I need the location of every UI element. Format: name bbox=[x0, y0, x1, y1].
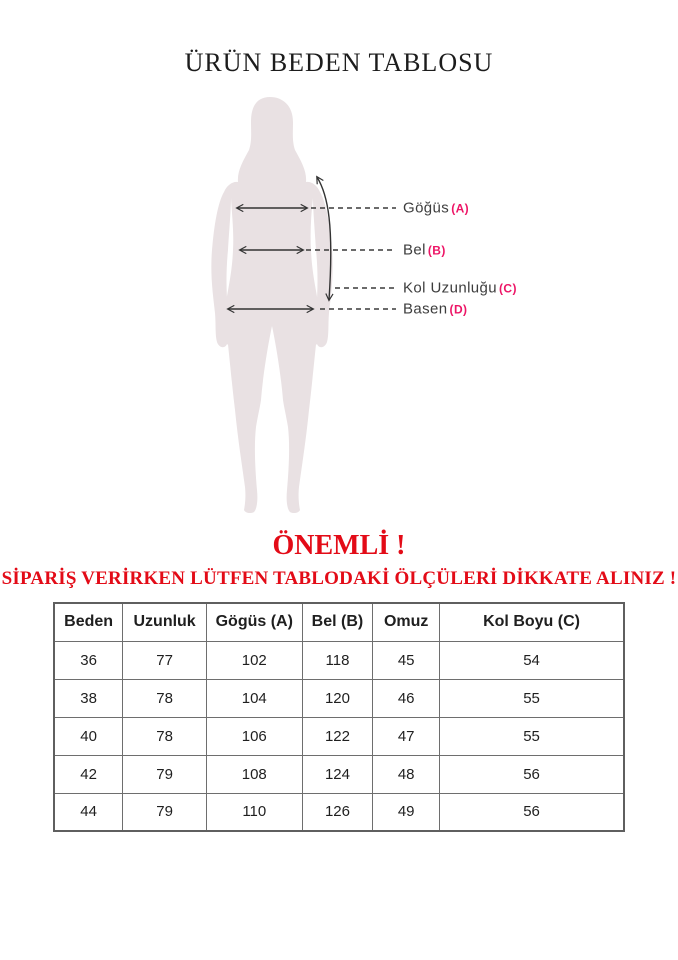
size-table-row: 42 79 108 124 48 56 bbox=[53, 754, 625, 794]
size-table-cell: 118 bbox=[301, 640, 374, 680]
size-table-cell: 48 bbox=[372, 754, 441, 794]
size-table-row: 40 78 106 122 47 55 bbox=[53, 716, 625, 756]
size-table-cell: 46 bbox=[372, 678, 441, 718]
measurement-label-hip: Basen (D) bbox=[403, 301, 467, 318]
important-subtitle: SİPARİŞ VERİRKEN LÜTFEN TABLODAKİ ÖLÇÜLE… bbox=[1, 568, 677, 589]
size-table-cell: 56 bbox=[439, 754, 625, 794]
measurement-label-waist-text: Bel bbox=[403, 241, 426, 259]
page-title: ÜRÜN BEDEN TABLOSU bbox=[184, 48, 494, 77]
size-table-cell: 124 bbox=[301, 754, 374, 794]
measurement-label-waist: Bel (B) bbox=[403, 242, 446, 259]
size-table-cell: 106 bbox=[205, 716, 303, 756]
size-table-header-cell: Omuz bbox=[372, 602, 441, 642]
size-table-cell: 79 bbox=[122, 792, 207, 832]
measurement-label-arm-length-text: Kol Uzunluğu bbox=[403, 279, 498, 297]
body-silhouette-shape bbox=[211, 97, 333, 514]
size-table-cell: 54 bbox=[439, 640, 625, 680]
body-measurement-diagram bbox=[211, 97, 396, 514]
size-table-cell: 120 bbox=[301, 678, 374, 718]
size-table-body: 36 77 102 118 45 54 38 78 104 120 46 55 40 78 106 122 47… bbox=[53, 640, 625, 832]
size-table-cell: 38 bbox=[53, 678, 124, 718]
size-table-cell: 126 bbox=[301, 792, 374, 832]
size-table-cell: 55 bbox=[439, 716, 625, 756]
size-table-row: 38 78 104 120 46 55 bbox=[53, 678, 625, 718]
measurement-label-chest-text: Göğüs bbox=[403, 199, 450, 217]
size-table-cell: 108 bbox=[205, 754, 303, 794]
size-table-cell: 47 bbox=[372, 716, 441, 756]
size-table-header-cell: Kol Boyu (C) bbox=[439, 602, 625, 642]
size-table-cell: 45 bbox=[372, 640, 441, 680]
size-table-cell: 78 bbox=[122, 716, 207, 756]
size-table-cell: 56 bbox=[439, 792, 625, 832]
size-table-header-row: Beden Uzunluk Gögüs (A) Bel (B) Omuz Kol Boyu… bbox=[53, 602, 625, 642]
measurement-label-chest: Göğüs (A) bbox=[403, 200, 469, 217]
size-table-row: 44 79 110 126 49 56 bbox=[53, 792, 625, 832]
size-table-cell: 55 bbox=[439, 678, 625, 718]
size-table-header-cell: Gögüs (A) bbox=[205, 602, 303, 642]
important-heading: ÖNEMLİ ! bbox=[272, 530, 406, 561]
size-table-cell: 44 bbox=[53, 792, 124, 832]
size-table-cell: 78 bbox=[122, 678, 207, 718]
size-table-header-cell: Uzunluk bbox=[122, 602, 207, 642]
size-table-cell: 40 bbox=[53, 716, 124, 756]
size-table-header-cell: Beden bbox=[53, 602, 124, 642]
size-table-cell: 79 bbox=[122, 754, 207, 794]
size-table-cell: 102 bbox=[205, 640, 303, 680]
measurement-letter-c: (C) bbox=[499, 281, 517, 296]
measurement-letter-b: (B) bbox=[427, 243, 446, 258]
size-table-cell: 104 bbox=[205, 678, 303, 718]
size-table-row: 36 77 102 118 45 54 bbox=[53, 640, 625, 680]
size-table-cell: 77 bbox=[122, 640, 207, 680]
measurement-letter-d: (D) bbox=[449, 302, 468, 317]
size-table-header-cell: Bel (B) bbox=[301, 602, 374, 642]
size-table-cell: 110 bbox=[205, 792, 303, 832]
size-table: Beden Uzunluk Gögüs (A) Bel (B) Omuz Kol Boyu… bbox=[53, 602, 625, 832]
size-table-cell: 49 bbox=[372, 792, 441, 832]
measurement-letter-a: (A) bbox=[451, 201, 470, 216]
measurement-label-arm-length: Kol Uzunluğu (C) bbox=[403, 280, 517, 297]
size-table-cell: 122 bbox=[301, 716, 374, 756]
size-table-cell: 42 bbox=[53, 754, 124, 794]
measurement-label-hip-text: Basen bbox=[403, 300, 448, 318]
size-table-cell: 36 bbox=[53, 640, 124, 680]
arm-length-arrow bbox=[316, 175, 334, 302]
